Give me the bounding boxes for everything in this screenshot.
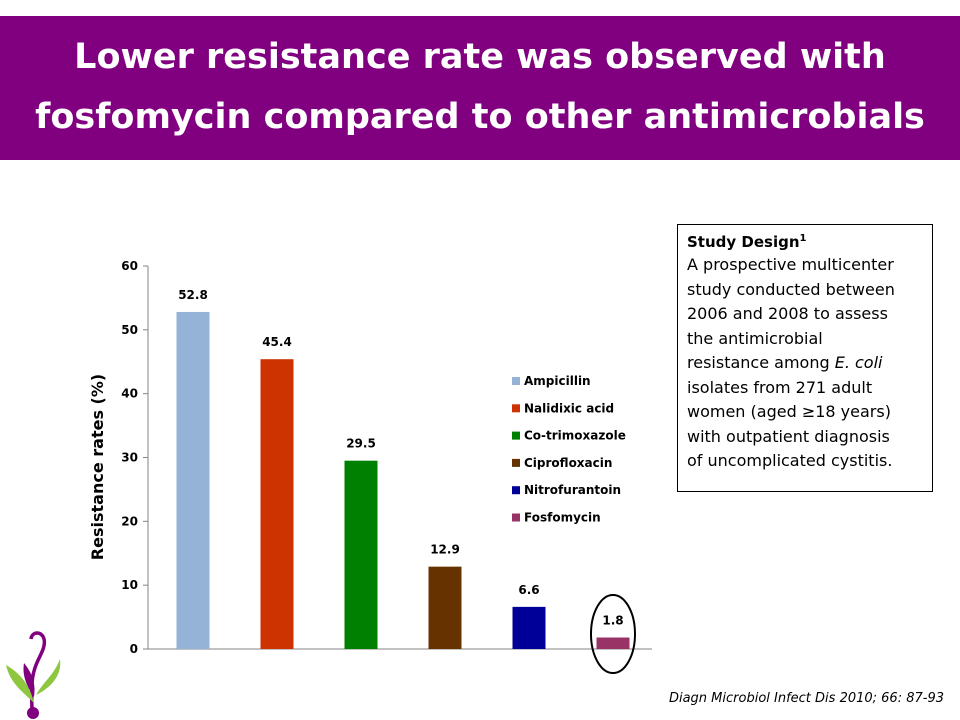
legend-swatch <box>512 431 520 440</box>
legend-label: Fosfomycin <box>524 511 601 525</box>
bar-co-trimoxazole <box>344 460 378 649</box>
bar-ciprofloxacin <box>428 566 462 649</box>
study-line: A prospective multicenter <box>687 255 894 274</box>
study-design-text: A prospective multicenter study conducte… <box>687 253 924 474</box>
bar-fosfomycin <box>596 637 630 649</box>
organism-name: E. coli <box>834 353 883 372</box>
data-label: 45.4 <box>262 335 292 349</box>
data-label: 29.5 <box>346 437 376 451</box>
study-line: study conducted between <box>687 279 895 299</box>
title-banner: Lower resistance rate was observed with … <box>0 16 960 160</box>
footnote-marker: 1 <box>799 233 807 244</box>
y-tick-label: 50 <box>121 323 138 337</box>
study-line: with outpatient diagnosis <box>687 426 890 446</box>
legend-label: Nalidixic acid <box>524 401 614 415</box>
data-label: 52.8 <box>178 288 208 302</box>
data-label: 1.8 <box>602 614 623 628</box>
legend-label: Co-trimoxazole <box>524 429 626 443</box>
study-line: isolates from 271 adult <box>687 377 873 397</box>
legend-swatch <box>512 458 520 467</box>
y-tick-label: 30 <box>121 451 138 465</box>
plant-logo-icon <box>6 631 61 719</box>
legend-swatch <box>512 377 520 385</box>
data-label: 6.6 <box>518 583 539 597</box>
citation: Diagn Microbiol Infect Dis 2010; 66: 87-… <box>668 691 944 706</box>
study-line: 2006 and 2008 to assess <box>687 304 888 323</box>
slide-title-line-1: Lower resistance rate was observed with <box>74 37 886 77</box>
study-line: the antimicrobial <box>687 328 823 348</box>
y-tick-label: 40 <box>121 387 138 401</box>
legend-swatch <box>512 513 520 522</box>
data-label: 12.9 <box>430 543 460 557</box>
legend-swatch <box>512 486 520 495</box>
study-line: resistance among E. coli <box>687 353 883 372</box>
study-line: of uncomplicated cystitis. <box>687 451 893 470</box>
bar-nalidixic-acid <box>260 359 294 649</box>
y-tick-label: 60 <box>121 259 138 273</box>
study-design-title: Study Design1 <box>687 233 807 251</box>
legend-swatch <box>512 404 520 413</box>
bar-ampicillin <box>176 311 210 649</box>
highlight-ellipse <box>590 594 636 674</box>
slide-title-line-2: fosfomycin compared to other antimicrobi… <box>35 97 925 137</box>
legend-label: Nitrofurantoin <box>524 483 621 497</box>
y-axis-label: Resistance rates (%) <box>88 374 107 560</box>
y-tick-label: 0 <box>130 642 138 656</box>
study-design-box: Study Design1 A prospective multicenter … <box>677 224 933 492</box>
y-tick-label: 20 <box>121 514 138 528</box>
study-line: women (aged ≥18 years) <box>687 402 891 421</box>
bar-nitrofurantoin <box>512 606 546 649</box>
legend-label: Ciprofloxacin <box>524 456 612 470</box>
legend-label: Ampicillin <box>524 374 591 388</box>
y-tick-label: 10 <box>121 578 138 592</box>
